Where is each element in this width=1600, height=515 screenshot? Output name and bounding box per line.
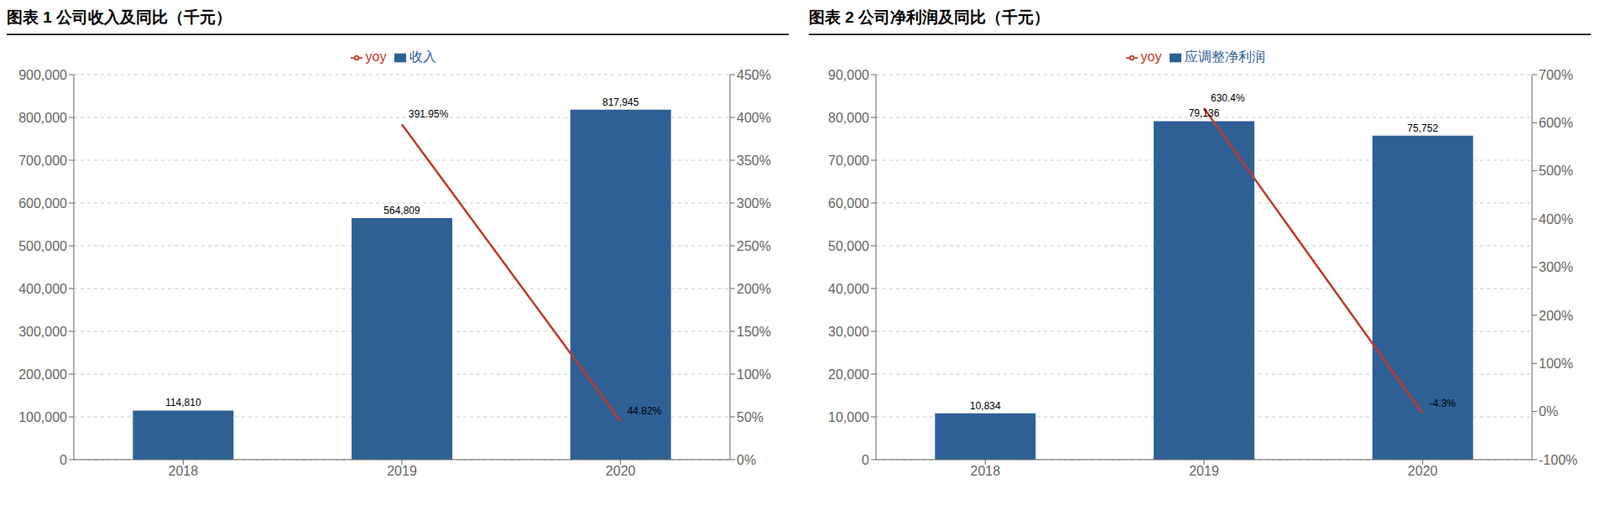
- svg-text:200,000: 200,000: [18, 367, 68, 382]
- svg-text:100,000: 100,000: [18, 410, 68, 425]
- svg-text:564,809: 564,809: [383, 204, 421, 217]
- html-text:收入: 收入: [409, 49, 437, 64]
- svg-text:500%: 500%: [1538, 163, 1574, 178]
- svg-text:0%: 0%: [736, 453, 756, 468]
- svg-text:80,000: 80,000: [828, 110, 870, 126]
- svg-text:70,000: 70,000: [828, 153, 870, 168]
- svg-text:-4.3%: -4.3%: [1429, 397, 1457, 410]
- svg-text:79,136: 79,136: [1188, 107, 1220, 120]
- svg-text:0%: 0%: [1538, 404, 1559, 419]
- svg-text:10,000: 10,000: [828, 410, 870, 425]
- html-text:yoy: yoy: [365, 49, 387, 64]
- svg-text:0: 0: [59, 453, 68, 468]
- svg-text:200%: 200%: [736, 281, 772, 297]
- svg-text:900,000: 900,000: [18, 67, 68, 83]
- svg-text:800,000: 800,000: [18, 110, 68, 126]
- svg-text:600,000: 600,000: [18, 196, 68, 211]
- svg-text:400%: 400%: [1538, 212, 1574, 227]
- svg-text:50,000: 50,000: [828, 239, 870, 254]
- svg-text:500,000: 500,000: [18, 239, 68, 254]
- svg-text:114,810: 114,810: [165, 396, 202, 409]
- svg-text:150%: 150%: [736, 324, 772, 339]
- svg-text:90,000: 90,000: [828, 67, 870, 83]
- html-text:应调整净利润: 应调整净利润: [1185, 49, 1266, 64]
- svg-text:350%: 350%: [736, 153, 772, 168]
- svg-text:10,834: 10,834: [969, 400, 1001, 412]
- svg-text:250%: 250%: [736, 239, 772, 254]
- html-text:图表 1 公司收入及同比（千元）: 图表 1 公司收入及同比（千元）: [6, 8, 232, 27]
- svg-text:700%: 700%: [1538, 67, 1574, 83]
- svg-text:44.82%: 44.82%: [627, 405, 662, 417]
- svg-text:30,000: 30,000: [828, 324, 870, 339]
- svg-text:2018: 2018: [168, 463, 199, 479]
- svg-text:2020: 2020: [605, 463, 636, 479]
- svg-text:50%: 50%: [736, 410, 764, 425]
- svg-text:100%: 100%: [736, 367, 772, 382]
- svg-text:20,000: 20,000: [828, 367, 870, 382]
- svg-text:2020: 2020: [1407, 463, 1439, 479]
- svg-text:0: 0: [861, 453, 870, 468]
- svg-text:600%: 600%: [1538, 115, 1574, 131]
- svg-text:40,000: 40,000: [828, 281, 870, 297]
- svg-text:2018: 2018: [970, 463, 1001, 479]
- svg-text:391.95%: 391.95%: [408, 108, 449, 120]
- svg-text:450%: 450%: [736, 67, 772, 83]
- svg-text:2019: 2019: [386, 463, 417, 479]
- svg-text:-100%: -100%: [1538, 453, 1578, 468]
- svg-text:817,945: 817,945: [602, 96, 640, 109]
- html-text:yoy: yoy: [1140, 49, 1162, 64]
- svg-text:75,752: 75,752: [1407, 122, 1439, 135]
- svg-text:300%: 300%: [1538, 260, 1574, 275]
- svg-text:200%: 200%: [1538, 308, 1574, 324]
- html-text:图表 2 公司净利润及同比（千元）: 图表 2 公司净利润及同比（千元）: [808, 8, 1050, 27]
- svg-text:100%: 100%: [1538, 356, 1574, 371]
- svg-text:400%: 400%: [736, 110, 772, 126]
- svg-text:300,000: 300,000: [18, 324, 68, 339]
- svg-text:2019: 2019: [1188, 463, 1220, 479]
- svg-text:60,000: 60,000: [828, 196, 870, 211]
- svg-text:300%: 300%: [736, 196, 772, 211]
- svg-text:630.4%: 630.4%: [1210, 92, 1246, 105]
- svg-text:400,000: 400,000: [18, 281, 68, 297]
- svg-text:700,000: 700,000: [18, 153, 68, 168]
